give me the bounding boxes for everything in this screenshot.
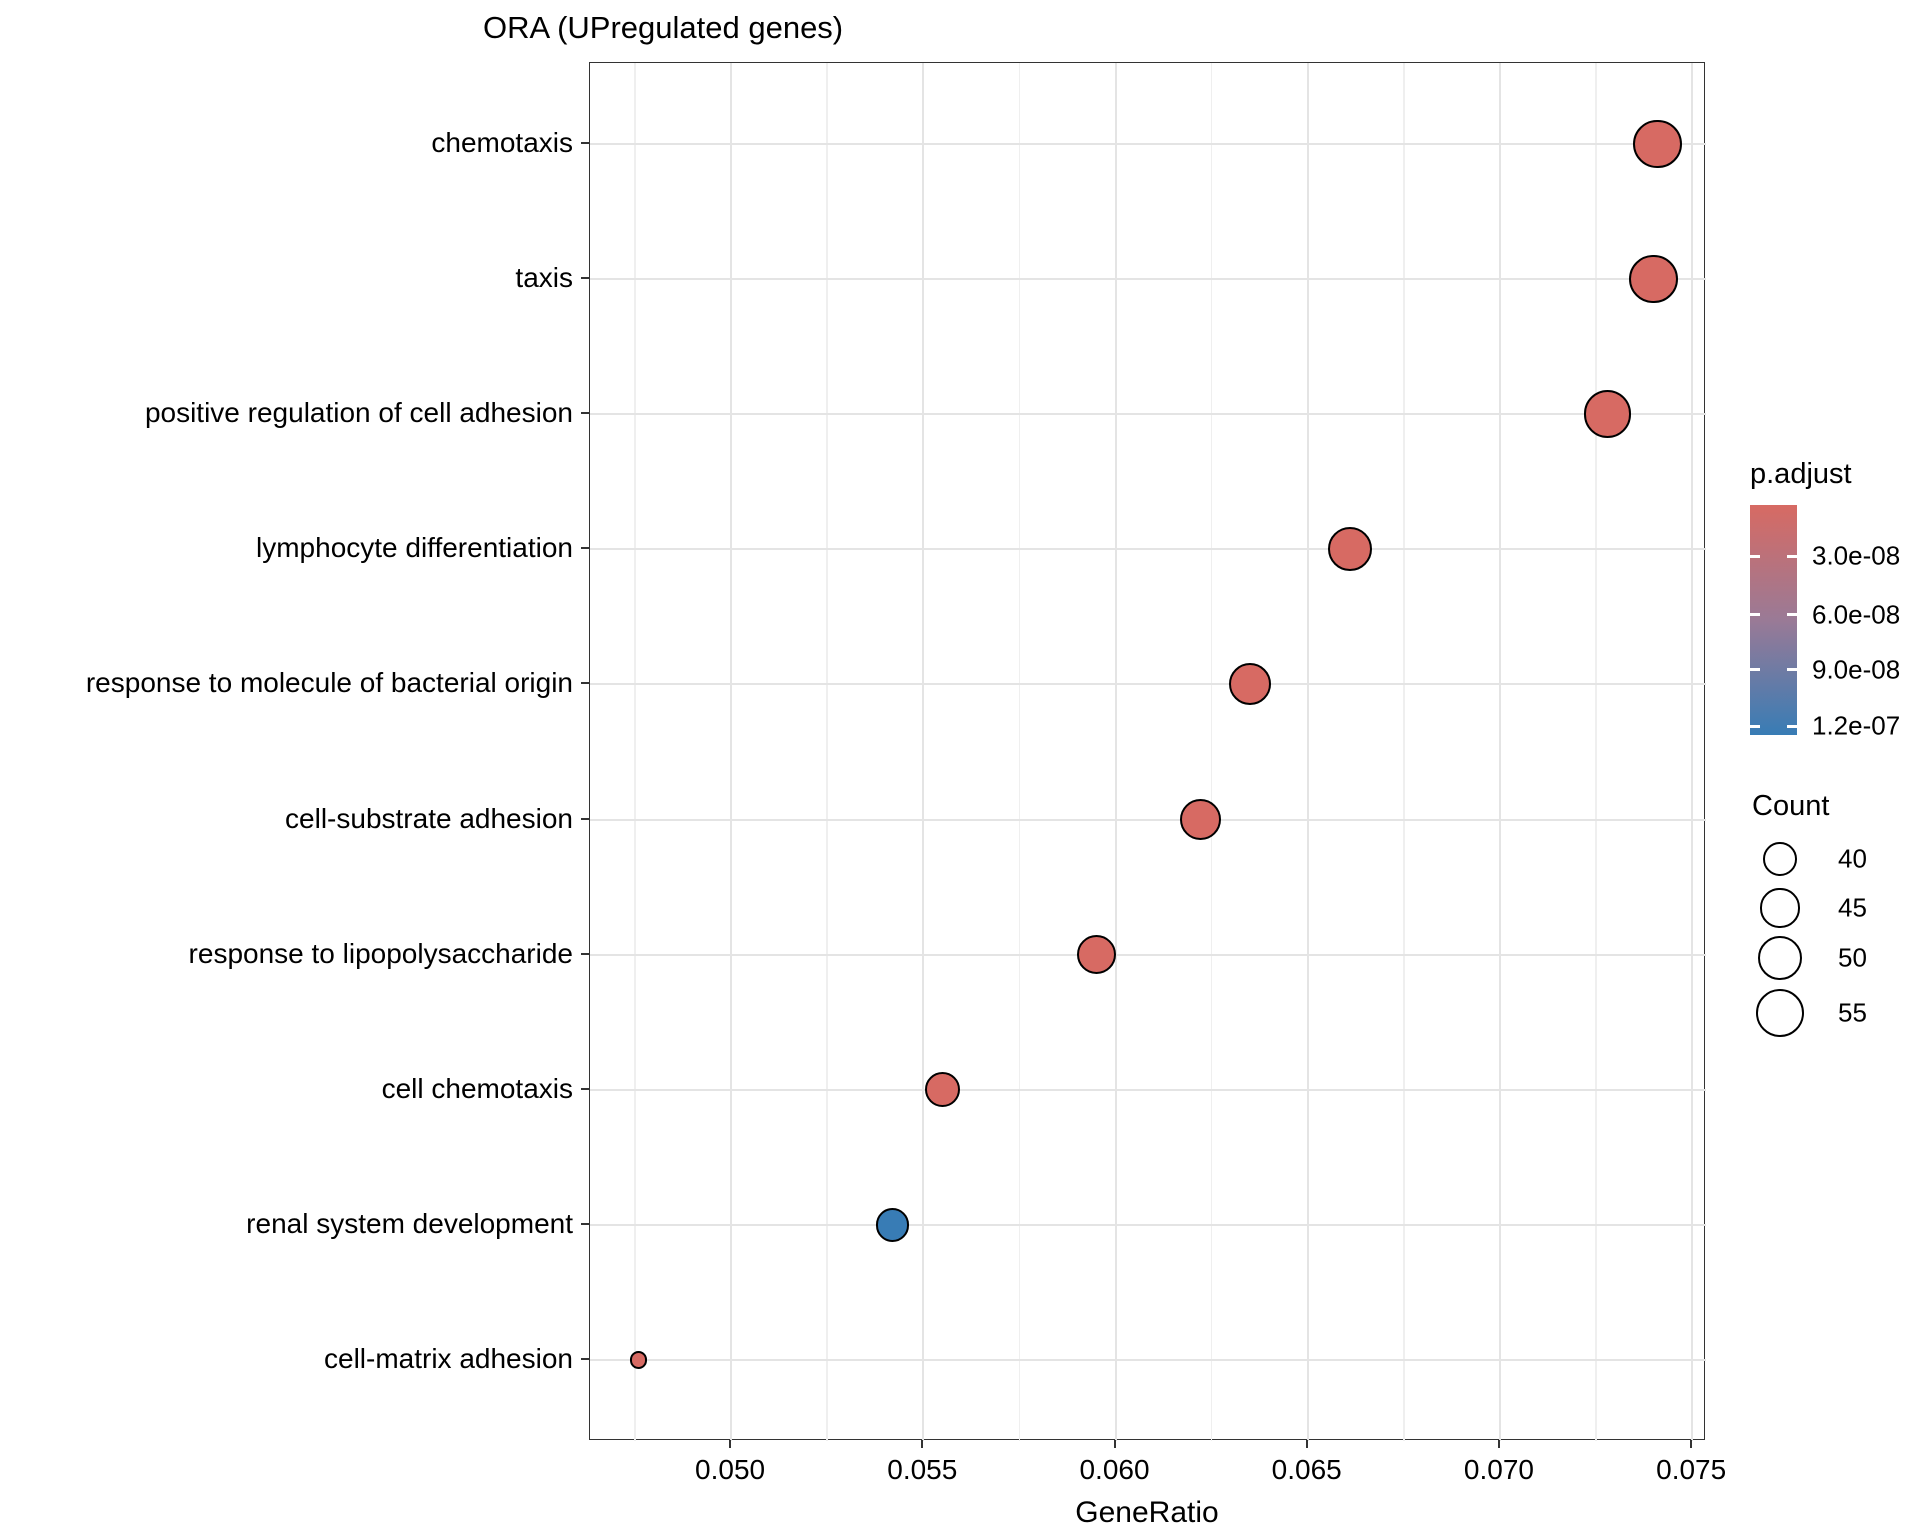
y-gridline [590, 143, 1706, 146]
x-minor-gridline [1595, 63, 1597, 1441]
y-tick-mark [581, 1087, 589, 1090]
y-tick-mark [581, 412, 589, 415]
data-point [1633, 119, 1682, 169]
count-legend-circle [1758, 936, 1802, 980]
y-tick-mark [581, 142, 589, 145]
count-legend-label: 50 [1838, 942, 1867, 973]
y-axis-term-label: cell-substrate adhesion [285, 802, 573, 834]
x-tick-mark [1305, 1440, 1308, 1448]
x-major-gridline [730, 63, 733, 1441]
colorbar-tick [1750, 668, 1760, 672]
y-gridline [590, 413, 1706, 416]
y-axis-term-label: response to lipopolysaccharide [188, 937, 573, 969]
legend-count-title: Count [1752, 790, 1830, 822]
y-tick-mark [581, 1357, 589, 1360]
y-axis-term-label: cell-matrix adhesion [324, 1342, 573, 1374]
y-tick-mark [581, 547, 589, 550]
colorbar-tick [1787, 554, 1797, 558]
legend-padjust-title: p.adjust [1750, 458, 1852, 490]
x-tick-mark [1690, 1440, 1693, 1448]
count-legend-label: 45 [1838, 892, 1867, 923]
padjust-tick-label: 1.2e-07 [1812, 710, 1901, 741]
count-legend-label: 55 [1838, 997, 1867, 1028]
x-minor-gridline [826, 63, 828, 1441]
y-axis-term-label: renal system development [246, 1207, 573, 1239]
colorbar-tick [1750, 724, 1760, 728]
data-point [925, 1072, 960, 1108]
count-legend-label: 40 [1838, 843, 1867, 874]
plot-panel [589, 62, 1706, 1441]
x-tick-mark [1113, 1440, 1116, 1448]
padjust-tick-label: 9.0e-08 [1812, 654, 1901, 685]
colorbar-tick [1750, 613, 1760, 617]
data-point [1229, 663, 1272, 706]
y-axis-term-label: cell chemotaxis [381, 1072, 573, 1104]
x-tick-label: 0.070 [1463, 1454, 1534, 1485]
y-tick-mark [581, 277, 589, 280]
count-legend-circle [1763, 842, 1797, 876]
padjust-tick-label: 3.0e-08 [1812, 540, 1901, 571]
count-legend-circle [1760, 888, 1800, 928]
count-legend-circle [1755, 988, 1805, 1038]
data-point [1328, 527, 1372, 572]
y-axis-term-label: response to molecule of bacterial origin [85, 667, 573, 699]
padjust-tick-label: 6.0e-08 [1812, 599, 1901, 630]
data-point [1629, 254, 1678, 304]
y-gridline [590, 278, 1706, 281]
x-minor-gridline [634, 63, 636, 1441]
y-gridline [590, 1358, 1706, 1361]
y-axis-term-label: chemotaxis [431, 127, 573, 159]
data-point [1179, 799, 1221, 841]
x-tick-mark [1497, 1440, 1500, 1448]
x-minor-gridline [1018, 63, 1021, 1441]
x-major-gridline [1498, 63, 1501, 1441]
x-tick-label: 0.075 [1656, 1454, 1727, 1485]
data-point [630, 1351, 648, 1369]
y-gridline [590, 1088, 1706, 1091]
x-axis-title: GeneRatio [1075, 1496, 1219, 1529]
y-axis-term-label: taxis [515, 262, 573, 294]
y-axis-term-label: positive regulation of cell adhesion [144, 397, 573, 429]
colorbar-tick [1787, 668, 1797, 672]
colorbar-tick [1750, 554, 1760, 558]
padjust-colorbar [1750, 505, 1797, 735]
data-point [875, 1207, 910, 1242]
plot-title: ORA (UPregulated genes) [483, 10, 844, 45]
x-tick-label: 0.050 [695, 1454, 766, 1485]
y-gridline [590, 548, 1706, 551]
y-axis-term-label: lymphocyte differentiation [256, 532, 573, 564]
x-major-gridline [922, 63, 925, 1441]
y-tick-mark [581, 1222, 589, 1225]
y-gridline [590, 818, 1706, 821]
colorbar-tick [1787, 613, 1797, 617]
x-tick-label: 0.055 [887, 1454, 958, 1485]
x-major-gridline [1691, 63, 1694, 1441]
x-major-gridline [1306, 63, 1309, 1441]
x-major-gridline [1114, 63, 1117, 1441]
y-gridline [590, 953, 1706, 956]
data-point [1076, 935, 1116, 975]
x-tick-mark [729, 1440, 732, 1448]
y-tick-mark [581, 952, 589, 955]
x-minor-gridline [1403, 63, 1405, 1441]
y-gridline [590, 1223, 1706, 1226]
x-tick-mark [921, 1440, 924, 1448]
data-point [1583, 390, 1632, 439]
y-tick-mark [581, 682, 589, 685]
x-tick-label: 0.060 [1079, 1454, 1150, 1485]
colorbar-tick [1787, 724, 1797, 728]
x-minor-gridline [1210, 63, 1213, 1441]
y-tick-mark [581, 817, 589, 820]
x-tick-label: 0.065 [1271, 1454, 1342, 1485]
y-gridline [590, 683, 1706, 686]
